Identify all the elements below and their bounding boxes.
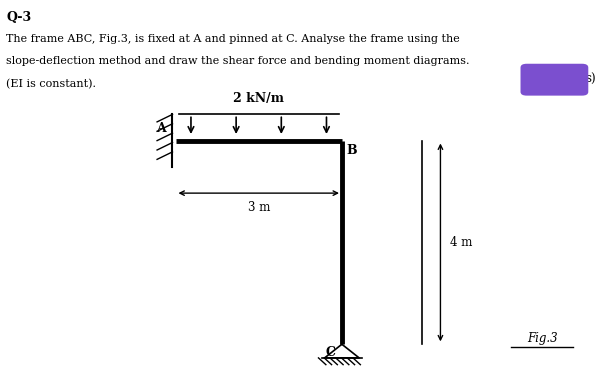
FancyBboxPatch shape [521, 64, 588, 96]
Text: C: C [326, 346, 336, 359]
Text: 2 kN/m: 2 kN/m [233, 92, 284, 105]
Text: The frame ABC, Fig.3, is fixed at A and pinned at C. Analyse the frame using the: The frame ABC, Fig.3, is fixed at A and … [6, 34, 460, 44]
Text: B: B [347, 144, 357, 158]
Text: A: A [156, 122, 166, 135]
Text: Q-3: Q-3 [6, 11, 31, 24]
Text: Fig.3: Fig.3 [527, 332, 557, 345]
Text: s): s) [585, 73, 596, 86]
Text: 3 m: 3 m [248, 201, 270, 214]
Text: (EI is constant).: (EI is constant). [6, 79, 96, 89]
Text: 4 m: 4 m [450, 236, 472, 249]
Text: slope-deflection method and draw the shear force and bending moment diagrams.: slope-deflection method and draw the she… [6, 56, 469, 66]
